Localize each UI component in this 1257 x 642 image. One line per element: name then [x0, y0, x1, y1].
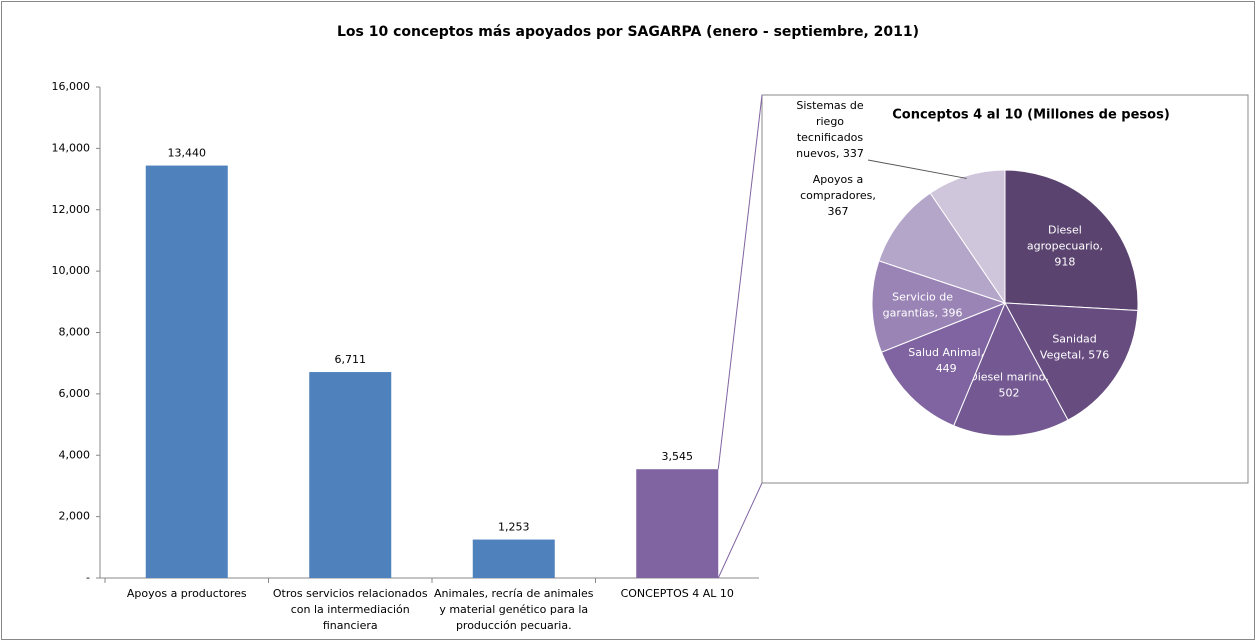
data-label: Sistemas de riego tecnificados nuevos, 337 — [796, 99, 864, 160]
x-tick-label: CONCEPTOS 4 AL 10 — [621, 587, 734, 600]
data-label: 13,440 — [168, 147, 207, 160]
data-label: Salud Animal, 449 — [908, 346, 984, 375]
y-tick-label: - — [86, 571, 90, 584]
data-label: 3,545 — [662, 450, 694, 463]
pie-slice — [953, 301, 1069, 437]
y-tick-label: 4,000 — [59, 448, 91, 461]
data-label: Sanidad Vegetal, 576 — [1040, 332, 1109, 361]
pie-slice — [1004, 302, 1139, 421]
data-label: 6,711 — [335, 353, 367, 366]
pie-slice — [871, 260, 1007, 353]
y-tick-label: 8,000 — [59, 326, 91, 339]
x-tick-label: Animales, recría de animales y material g… — [434, 587, 594, 632]
x-tick-label: Otros servicios relacionados con la inter… — [273, 587, 428, 632]
y-tick-label: 12,000 — [52, 203, 91, 216]
data-label: 1,253 — [498, 521, 530, 534]
x-tick-label: Apoyos a productores — [127, 587, 247, 600]
bar — [636, 469, 719, 578]
connector — [717, 482, 763, 579]
y-tick-label: 10,000 — [52, 264, 91, 277]
data-label: Apoyos a compradores, 367 — [800, 173, 876, 218]
connector — [717, 94, 763, 470]
data-label: Diesel marino, 502 — [969, 370, 1049, 399]
y-tick-label: 2,000 — [59, 510, 91, 523]
pie-slice — [880, 302, 1006, 427]
y-tick-label: 14,000 — [52, 141, 91, 154]
pie-slice — [878, 192, 1007, 304]
pie-title: Conceptos 4 al 10 (Millones de pesos) — [892, 108, 1170, 123]
y-tick-label: 6,000 — [59, 387, 91, 400]
pie-slice — [929, 169, 1006, 305]
pie-slice — [1004, 169, 1139, 312]
data-label: Servicio de garantías, 396 — [883, 290, 963, 319]
y-tick-label: 16,000 — [52, 80, 91, 93]
bar — [472, 539, 555, 578]
leader-line — [867, 159, 967, 179]
bar — [145, 165, 228, 578]
data-label: Diesel agropecuario, 918 — [1027, 223, 1103, 268]
bar — [309, 372, 392, 578]
chart-title: Los 10 conceptos más apoyados por SAGARP… — [337, 24, 919, 40]
